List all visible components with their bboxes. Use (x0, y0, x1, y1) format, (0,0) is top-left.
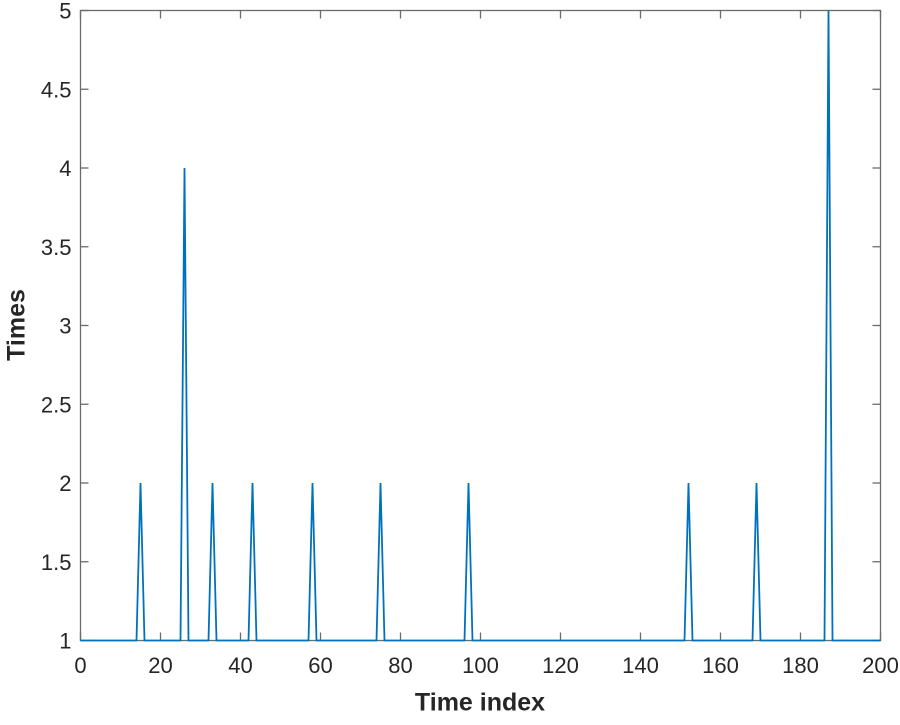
y-tick-label: 2 (59, 471, 71, 496)
x-tick-label: 20 (148, 653, 172, 678)
y-tick-label: 3 (59, 314, 71, 339)
x-tick-label: 0 (74, 653, 86, 678)
x-tick-label: 60 (308, 653, 332, 678)
y-tick-label: 1.5 (41, 550, 72, 575)
x-tick-label: 80 (388, 653, 412, 678)
x-tick-label: 100 (462, 653, 499, 678)
x-axis-label: Time index (414, 688, 546, 717)
data-series-line (80, 10, 881, 642)
y-tick-label: 5 (59, 0, 71, 24)
y-tick-label: 4 (59, 156, 71, 181)
x-tick-label: 40 (228, 653, 252, 678)
y-tick-label: 3.5 (41, 235, 72, 260)
x-tick-label: 180 (782, 653, 819, 678)
x-tick-label: 200 (862, 653, 899, 678)
y-tick-label: 4.5 (41, 77, 72, 102)
x-tick-label: 120 (542, 653, 579, 678)
y-tick-label: 1 (59, 629, 71, 654)
x-tick-label: 140 (622, 653, 659, 678)
y-tick-label: 2.5 (41, 392, 72, 417)
x-tick-label: 160 (702, 653, 739, 678)
plot-box (79, 9, 882, 642)
y-axis-label: Times (2, 289, 31, 361)
